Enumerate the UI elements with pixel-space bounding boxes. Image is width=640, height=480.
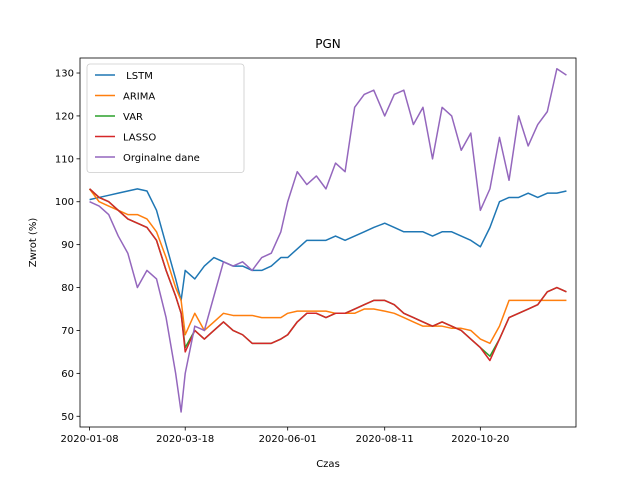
y-tick-label: 90 [61,240,74,251]
legend-label: LASSO [123,133,156,144]
series-line-3 [89,188,567,362]
x-tick-label: 2020-01-08 [61,434,119,445]
series-line-0 [89,188,567,302]
x-tick-label: 2020-08-11 [356,434,414,445]
x-tick-label: 2020-06-01 [259,434,317,445]
legend: LSTM ARIMA VAR LASSO Orginalne dane [86,63,245,173]
x-tick-label: 2020-03-18 [156,434,214,445]
y-axis-title: Zwrot (%) [28,218,39,268]
x-axis: 2020-01-08 2020-03-18 2020-06-01 2020-08-11… [61,427,509,445]
x-tick-label: 2020-10-20 [451,434,509,445]
y-tick-label: 100 [55,197,74,208]
y-tick-label: 120 [55,111,74,122]
legend-box [86,63,245,173]
series-layer [88,67,567,413]
y-axis: 50 60 70 80 90 100 110 120 130 [55,69,80,423]
y-tick-label: 130 [55,69,74,80]
series-line-4 [89,67,567,413]
legend-label: Orginalne dane [123,153,200,164]
series-line-1 [88,188,567,345]
legend-label: VAR [123,112,143,123]
y-tick-label: 60 [61,369,74,380]
plot-frame [79,57,577,428]
y-tick-label: 50 [61,412,74,423]
legend-label: ARIMA [123,92,155,103]
y-tick-label: 70 [61,326,74,337]
legend-label: LSTM [123,71,153,82]
x-axis-title: Czas [316,459,340,470]
chart-title: PGN [315,37,341,51]
y-tick-label: 110 [55,154,74,165]
y-tick-label: 80 [61,283,74,294]
